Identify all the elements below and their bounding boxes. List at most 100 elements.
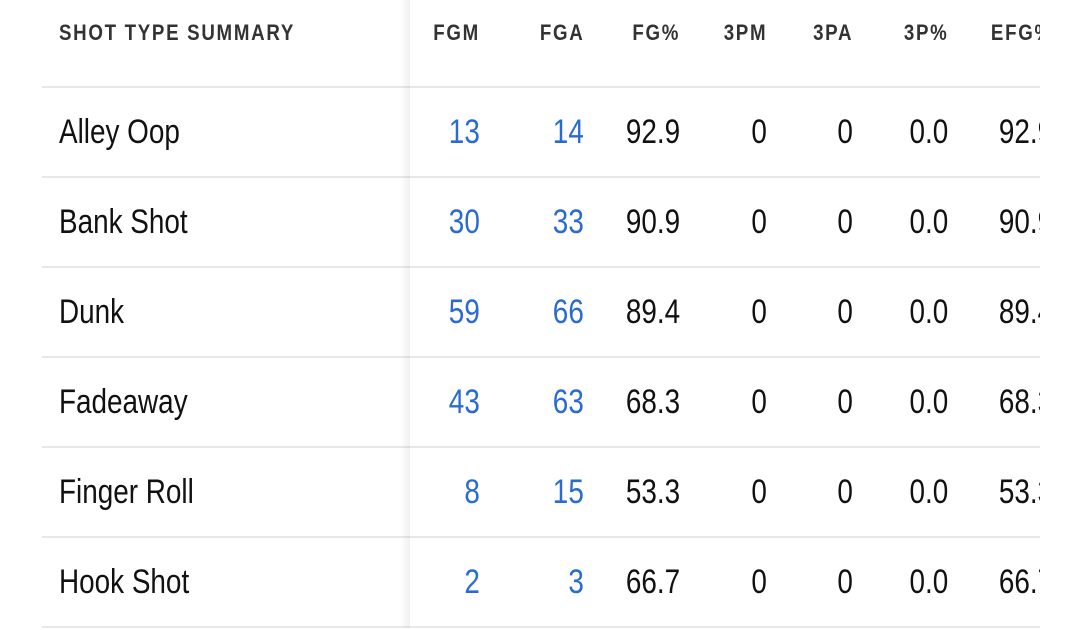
cell-efg-pct: 90.9 [948,177,1040,268]
cell-value: Hook Shot [59,562,190,601]
cell-fga[interactable]: 66 [480,267,584,358]
cell-value: 0 [837,112,853,151]
cell-fga[interactable]: 15 [480,447,584,538]
cell-value: 0 [751,292,767,331]
cell-fgm[interactable]: 59 [410,267,480,358]
cell-value: 0 [751,202,767,241]
cell-link[interactable]: 3 [568,562,584,601]
cell-value: 0 [751,112,767,151]
cell-3p-pct: 0.0 [853,357,948,448]
cell-3pm: 0 [680,267,767,358]
cell-efg-pct: 53.3 [948,447,1040,538]
cell-fgm[interactable]: 8 [410,447,480,538]
cell-3pa: 0 [767,87,853,178]
cell-3p-pct: 0.0 [853,447,948,538]
cell-3pm: 0 [680,447,767,538]
cell-link[interactable]: 15 [552,472,584,511]
cell-value: Bank Shot [59,202,188,241]
cell-fga[interactable]: 63 [480,357,584,448]
column-header-fg-pct[interactable]: FG% [584,0,680,88]
shot-type-summary-table: SHOT TYPE SUMMARYFGMFGAFG%3PM3PA3P%EFG% … [42,0,1040,628]
cell-3pa: 0 [767,357,853,448]
cell-value: Alley Oop [59,112,180,151]
cell-3pm: 0 [680,357,767,448]
cell-value: 68.3 [625,382,680,421]
cell-link[interactable]: 59 [448,292,480,331]
cell-link[interactable]: 43 [448,382,480,421]
column-header-3pm[interactable]: 3PM [680,0,767,88]
cell-value: 0 [837,202,853,241]
column-header-label: FG% [632,20,680,45]
cell-value: 89.4 [998,292,1040,331]
cell-fg-pct: 92.9 [584,87,680,178]
cell-shot-type: Hook Shot [42,537,410,628]
cell-value: 92.9 [998,112,1040,151]
cell-3pm: 0 [680,87,767,178]
cell-value: 0 [837,382,853,421]
cell-3pa: 0 [767,447,853,538]
cell-3p-pct: 0.0 [853,87,948,178]
column-header-label: 3PM [723,20,767,45]
column-header-fga[interactable]: FGA [480,0,584,88]
cell-value: 53.3 [998,472,1040,511]
cell-link[interactable]: 14 [552,112,584,151]
cell-value: 0.0 [909,292,948,331]
cell-shot-type: Dunk [42,267,410,358]
cell-fga[interactable]: 3 [480,537,584,628]
shot-type-summary-table-container[interactable]: SHOT TYPE SUMMARYFGMFGAFG%3PM3PA3P%EFG% … [42,0,1040,630]
column-header-shot-type[interactable]: SHOT TYPE SUMMARY [42,0,410,88]
table-row: Hook Shot 2 3 66.7 0 0 0.0 66.7 [42,537,1040,628]
column-header-3pa[interactable]: 3PA [767,0,853,88]
cell-value: 0 [751,562,767,601]
cell-efg-pct: 66.7 [948,537,1040,628]
cell-fg-pct: 90.9 [584,177,680,268]
table-row: Dunk 59 66 89.4 0 0 0.0 89.4 [42,267,1040,358]
column-header-label: EFG% [991,20,1040,45]
cell-link[interactable]: 33 [552,202,584,241]
cell-fgm[interactable]: 2 [410,537,480,628]
cell-value: 0.0 [909,562,948,601]
cell-fgm[interactable]: 13 [410,87,480,178]
cell-link[interactable]: 66 [552,292,584,331]
cell-3pa: 0 [767,177,853,268]
cell-efg-pct: 92.9 [948,87,1040,178]
cell-fg-pct: 89.4 [584,267,680,358]
cell-value: 90.9 [625,202,680,241]
cell-value: 0 [837,292,853,331]
cell-value: 66.7 [998,562,1040,601]
cell-value: 0.0 [909,382,948,421]
cell-fgm[interactable]: 43 [410,357,480,448]
cell-value: 0 [751,382,767,421]
table-row: Bank Shot 30 33 90.9 0 0 0.0 90.9 [42,177,1040,268]
cell-shot-type: Alley Oop [42,87,410,178]
cell-value: 0.0 [909,112,948,151]
cell-fgm[interactable]: 30 [410,177,480,268]
cell-value: Fadeaway [59,382,188,421]
cell-link[interactable]: 30 [448,202,480,241]
cell-link[interactable]: 13 [448,112,480,151]
cell-link[interactable]: 63 [552,382,584,421]
cell-link[interactable]: 8 [464,472,480,511]
column-header-3p-pct[interactable]: 3P% [853,0,948,88]
cell-fga[interactable]: 33 [480,177,584,268]
cell-3p-pct: 0.0 [853,537,948,628]
column-header-label: FGA [539,20,584,45]
column-header-label: FGM [433,20,480,45]
column-header-label: 3P% [903,20,948,45]
cell-link[interactable]: 2 [464,562,480,601]
cell-value: 68.3 [998,382,1040,421]
column-header-fgm[interactable]: FGM [410,0,480,88]
cell-value: 89.4 [625,292,680,331]
cell-3p-pct: 0.0 [853,267,948,358]
table-header-row: SHOT TYPE SUMMARY FGM FGA FG% 3PM 3PA 3P% EFG% [42,0,1040,88]
cell-value: Dunk [59,292,125,331]
cell-value: 66.7 [625,562,680,601]
cell-3pa: 0 [767,267,853,358]
cell-value: 92.9 [625,112,680,151]
table-row: Fadeaway 43 63 68.3 0 0 0.0 68.3 [42,357,1040,448]
cell-fga[interactable]: 14 [480,87,584,178]
column-header-efg-pct[interactable]: EFG% [948,0,1040,88]
cell-value: 0 [837,472,853,511]
cell-efg-pct: 89.4 [948,267,1040,358]
cell-value: 0.0 [909,202,948,241]
